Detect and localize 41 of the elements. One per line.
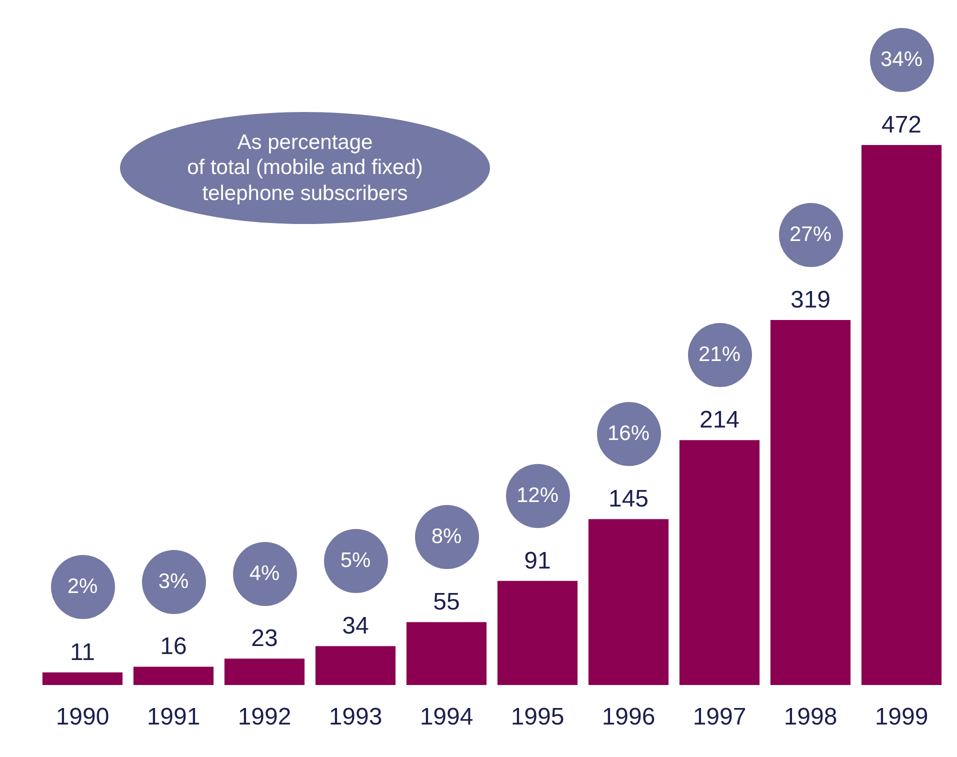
data-label: 319: [790, 286, 831, 314]
bar: [861, 145, 942, 685]
data-label: 34: [342, 612, 369, 640]
bar: [679, 440, 760, 685]
circle-badge: 12%: [506, 464, 570, 528]
bar: [224, 658, 305, 685]
data-label: 472: [881, 112, 922, 138]
data-label: 214: [699, 406, 740, 434]
data-label: 23: [251, 625, 278, 652]
bar: [588, 519, 669, 685]
data-label: 11: [70, 638, 95, 666]
circle-badge: 3%: [142, 550, 206, 614]
x-tick-label: 1990: [56, 704, 110, 730]
x-tick-label: 1995: [510, 704, 564, 730]
x-tick-label: 1999: [874, 704, 928, 730]
x-tick-label: 1993: [328, 704, 382, 730]
circle-badge: 27%: [778, 203, 842, 268]
circle-badge: 34%: [870, 28, 934, 92]
bar: [770, 320, 851, 685]
bar: [497, 580, 578, 685]
data-label: 145: [608, 486, 649, 513]
ellipse-badge: As percentage of total (mobile and fixed) telephone subscribers: [120, 112, 490, 224]
x-tick-label: 1996: [602, 704, 656, 730]
circle-badge: 4%: [232, 542, 296, 606]
x-tick-label: 1992: [238, 704, 292, 730]
circle-badge: 8%: [414, 505, 478, 570]
x-tick-label: 1998: [784, 704, 838, 730]
x-tick-label: 1994: [420, 704, 474, 730]
data-label: 91: [524, 547, 551, 574]
bar: [406, 622, 487, 685]
bar: [315, 646, 396, 685]
circle-badge: 2%: [50, 555, 114, 620]
x-tick-label: 1991: [146, 704, 200, 730]
bar: [42, 672, 123, 685]
bar: [133, 666, 214, 685]
circle-badge: 5%: [324, 529, 388, 594]
data-label: 16: [160, 633, 187, 660]
x-tick-label: 1997: [692, 704, 746, 730]
circle-badge: 16%: [596, 402, 660, 466]
data-label: 55: [433, 588, 460, 616]
circle-badge: 21%: [688, 323, 752, 388]
